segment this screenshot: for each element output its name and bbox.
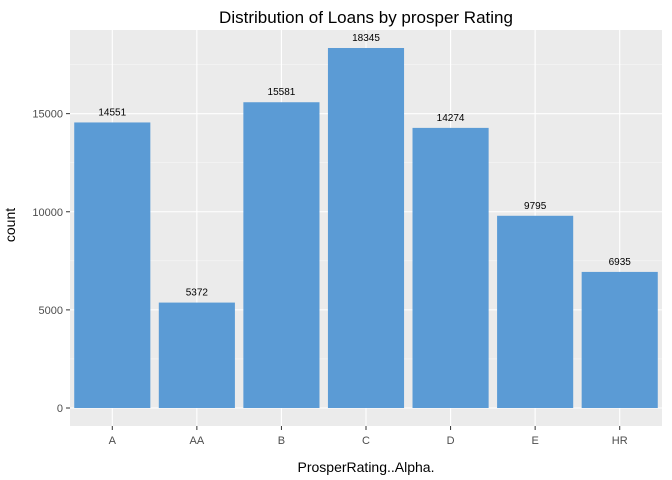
data-label-e: 9795 [524,201,547,212]
y-axis-title: count [2,208,18,242]
data-labels: 14551 5372 15581 18345 14274 9795 6935 [98,33,631,299]
x-tick-label: A [109,435,117,447]
data-label-aa: 5372 [186,288,209,299]
y-tick-label: 0 [57,403,63,415]
bar-hr [581,271,658,409]
x-axis-title: ProsperRating..Alpha. [298,459,435,475]
y-tick-label: 15000 [32,109,63,121]
data-label-b: 15581 [268,87,296,98]
data-label-a: 14551 [98,107,126,118]
y-axis: 0 5000 10000 15000 [32,109,70,415]
bars [74,47,658,409]
x-tick-label: D [447,435,455,447]
x-axis: A AA B C D E HR [109,426,628,447]
x-tick-label: B [278,435,285,447]
bar-aa [158,302,235,409]
data-label-c: 18345 [352,33,380,44]
data-label-hr: 6935 [609,257,632,268]
bar-d [412,127,489,409]
x-tick-label: AA [190,435,205,447]
chart-title: Distribution of Loans by prosper Rating [219,8,513,27]
x-tick-label: HR [612,435,628,447]
bar-a [74,122,151,409]
x-tick-label: E [531,435,538,447]
x-tick-label: C [362,435,370,447]
bar-b [243,102,320,409]
data-label-d: 14274 [437,113,465,124]
y-tick-label: 10000 [32,207,63,219]
y-tick-label: 5000 [39,305,63,317]
bar-c [327,47,405,409]
bar-e [497,215,574,409]
